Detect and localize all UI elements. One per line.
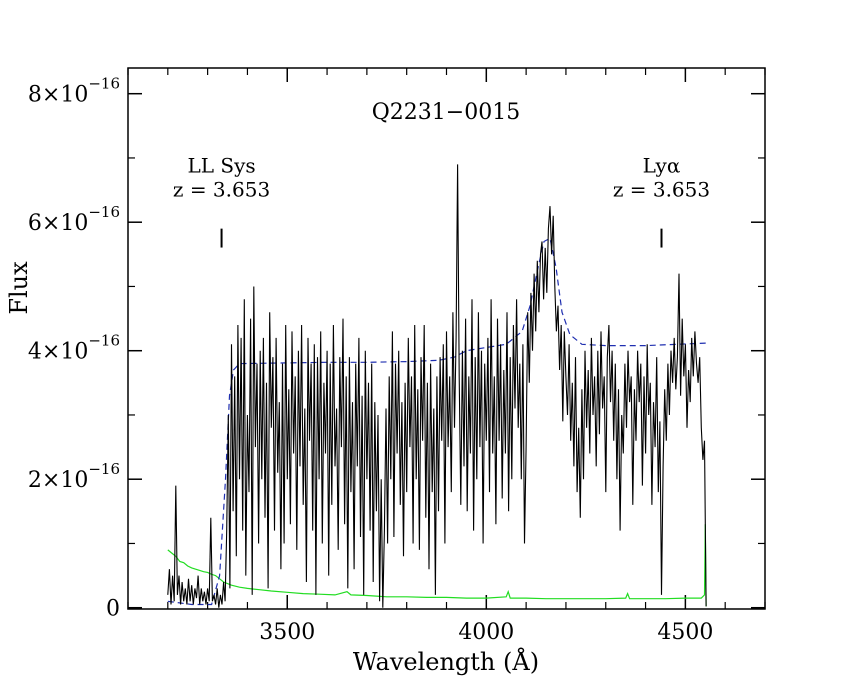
annotation-label: LL Sys bbox=[187, 154, 255, 178]
x-tick-label: 4500 bbox=[657, 620, 713, 645]
y-tick-label: 2×10−16 bbox=[28, 460, 120, 493]
annotation-label: Lyα bbox=[643, 154, 681, 178]
y-tick-label: 0 bbox=[106, 597, 120, 622]
y-tick-label: 8×10−16 bbox=[28, 75, 120, 108]
axis-ticks: 3500 4000 4500 0 2×10−16 4×10−16 6×10−16 8×10−1… bbox=[28, 68, 766, 645]
y-axis-title: Flux bbox=[5, 261, 33, 315]
y-tick-label: 4×10−16 bbox=[28, 332, 120, 365]
series-layer bbox=[167, 164, 710, 608]
annotation-redshift: z = 3.653 bbox=[173, 178, 270, 202]
chart-title: Q2231−0015 bbox=[372, 100, 520, 125]
x-tick-label: 3500 bbox=[259, 620, 315, 645]
flux-series-line bbox=[167, 164, 707, 608]
fit-series-line bbox=[167, 237, 710, 606]
error-series-line bbox=[167, 524, 707, 607]
x-axis-title: Wavelength (Å) bbox=[353, 647, 539, 676]
annotation-redshift: z = 3.653 bbox=[613, 178, 710, 202]
x-tick-label: 4000 bbox=[458, 620, 514, 645]
y-tick-label: 6×10−16 bbox=[28, 203, 120, 236]
